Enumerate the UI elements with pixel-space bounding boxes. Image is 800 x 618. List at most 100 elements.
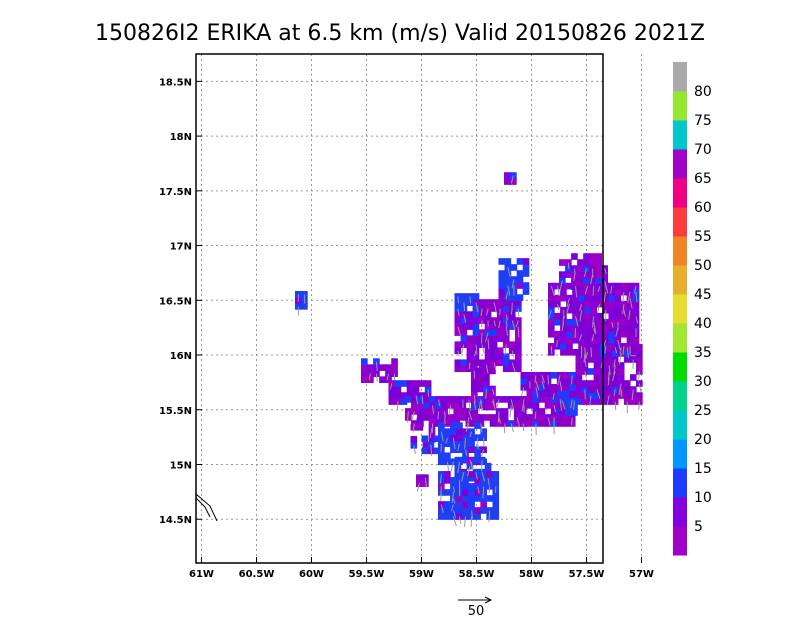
wind-cell [501, 414, 509, 421]
wind-vector [429, 427, 433, 439]
wind-cell [483, 397, 490, 405]
wind-cell [620, 324, 628, 332]
wind-cell [466, 474, 474, 482]
wind-cell [554, 318, 561, 326]
wind-vector [575, 286, 578, 298]
wind-vector [509, 405, 512, 417]
wind-cell [601, 283, 608, 290]
wind-vector [452, 516, 457, 527]
wind-vector [440, 431, 444, 442]
colorbar-label: 60 [694, 200, 712, 216]
wind-vector [614, 347, 618, 353]
wind-cell [577, 265, 584, 272]
wind-cell [611, 398, 619, 405]
wind-vector [468, 411, 473, 421]
wind-cell [498, 276, 506, 283]
wind-vector [452, 498, 456, 504]
wind-cell [444, 507, 451, 514]
wind-cell [595, 271, 602, 278]
wind-vector [480, 423, 483, 433]
vector-scale-key: 50 [458, 596, 493, 618]
wind-vector [613, 389, 616, 396]
wind-cell [429, 414, 436, 421]
wind-cell [623, 386, 631, 393]
wind-vector [450, 504, 454, 512]
wind-cell [462, 434, 469, 442]
wind-cell [450, 477, 457, 484]
wind-cell [522, 258, 530, 265]
wind-cell [504, 294, 512, 301]
wind-cell [520, 420, 528, 427]
wind-cell [460, 365, 468, 373]
wind-cell [587, 368, 595, 375]
colorbar-label: 10 [694, 490, 712, 506]
y-tick-label: 15N [170, 460, 192, 471]
vector-scale-arrowhead [484, 596, 493, 604]
wind-cell [438, 458, 445, 466]
wind-cell [596, 294, 604, 302]
wind-cell [584, 288, 591, 296]
wind-cell [379, 364, 386, 371]
wind-cell [385, 370, 392, 377]
wind-cell [608, 330, 616, 338]
wind-cell [608, 288, 616, 296]
wind-cell [595, 259, 602, 266]
wind-cell [596, 336, 604, 344]
wind-cell [515, 359, 522, 367]
wind-cell [416, 474, 423, 481]
wind-vector [510, 399, 515, 410]
wind-cell [565, 403, 572, 410]
wind-cell [421, 447, 429, 455]
wind-vector [493, 320, 496, 327]
wind-vector [597, 285, 601, 293]
wind-vector [559, 280, 563, 292]
wind-cell [417, 408, 424, 415]
x-tick-label: 58.5W [459, 569, 495, 580]
wind-cell [515, 353, 522, 360]
wind-vector [457, 296, 460, 304]
wind-vector [535, 387, 539, 398]
colorbar-label: 15 [694, 461, 712, 477]
wind-cell [632, 306, 640, 314]
wind-vector [465, 423, 470, 432]
wind-cell [575, 386, 583, 393]
wind-cell [560, 336, 567, 344]
wind-cell [477, 367, 484, 375]
wind-cell [520, 371, 528, 379]
wind-cell [578, 294, 585, 302]
wind-cell [620, 330, 628, 338]
wind-cell [578, 324, 585, 332]
wind-vector [614, 401, 617, 411]
wind-vector [507, 267, 511, 278]
wind-vector [424, 477, 427, 487]
wind-cell [411, 396, 418, 403]
wind-cell [515, 341, 522, 348]
wind-cell [466, 317, 474, 324]
wind-cell [614, 300, 622, 308]
wind-cell [466, 299, 474, 306]
wind-cell [490, 329, 498, 336]
wind-cell [596, 300, 604, 308]
wind-cell [566, 318, 573, 326]
wind-cell [459, 408, 467, 415]
wind-cell [502, 305, 510, 312]
wind-cell [626, 336, 634, 344]
wind-vector [556, 304, 560, 311]
wind-cell [466, 353, 474, 360]
wind-cell [581, 380, 589, 387]
wind-cell [538, 414, 546, 421]
wind-cell [460, 317, 468, 324]
wind-cell [593, 380, 601, 387]
wind-vector [638, 383, 642, 393]
wind-cell [548, 312, 555, 320]
wind-cell [581, 362, 589, 369]
wind-cell [548, 324, 555, 332]
wind-cell [560, 294, 567, 302]
wind-cell [385, 376, 392, 383]
colorbar-segment [673, 91, 687, 121]
wind-cell [572, 324, 579, 332]
wind-vector [593, 328, 597, 335]
wind-cell [462, 452, 469, 460]
wind-cell [620, 312, 628, 320]
colorbar-segment [673, 149, 687, 179]
